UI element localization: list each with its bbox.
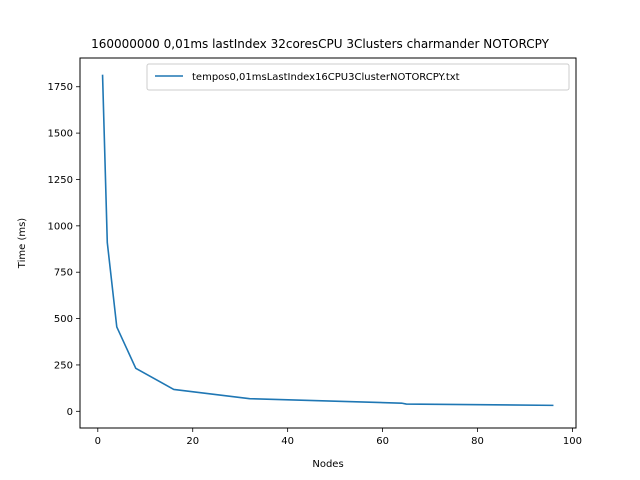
x-tick-label: 80 [471, 436, 484, 447]
series-line [101, 74, 554, 407]
y-tick-label: 250 [54, 360, 73, 371]
series-layer [101, 74, 554, 407]
plot-frame [79, 57, 577, 429]
y-tick-label: 1250 [48, 175, 73, 186]
y-tick-label: 1000 [48, 221, 73, 232]
plot-area [80, 58, 576, 428]
y-tick-label: 500 [54, 314, 73, 325]
y-tick-label: 1750 [48, 82, 73, 93]
legend: tempos0,01msLastIndex16CPU3ClusterNOTORC… [146, 63, 570, 91]
x-tick-label: 60 [376, 436, 389, 447]
x-tick-label: 40 [281, 436, 294, 447]
x-tick-label: 0 [95, 436, 101, 447]
x-tick-label: 100 [563, 436, 582, 447]
x-axis-label: Nodes [312, 459, 343, 470]
x-tick-label: 20 [186, 436, 199, 447]
y-tick-label: 750 [54, 268, 73, 279]
y-tick-label: 1500 [48, 129, 73, 140]
legend-box [146, 63, 570, 91]
legend-label: tempos0,01msLastIndex16CPU3ClusterNOTORC… [192, 72, 460, 83]
chart-title: 160000000 0,01ms lastIndex 32coresCPU 3C… [91, 37, 549, 51]
y-axis-label: Time (ms) [17, 218, 28, 270]
y-tick-label: 0 [67, 407, 73, 418]
